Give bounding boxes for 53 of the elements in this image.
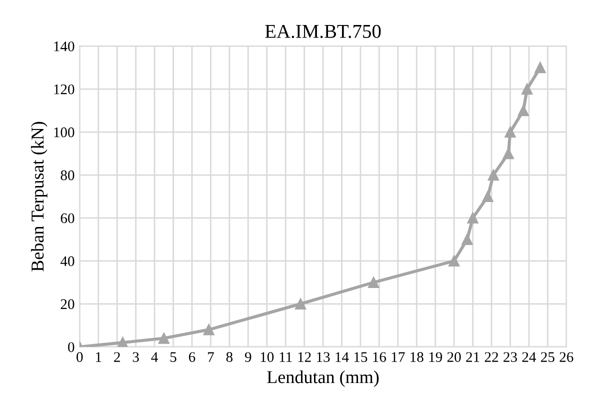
point xyxy=(504,126,516,138)
x-tick-label: 6 xyxy=(188,352,196,362)
x-tick-label: 12 xyxy=(298,352,311,362)
point xyxy=(462,234,473,246)
x-tick-label: 21 xyxy=(466,352,480,362)
point xyxy=(482,190,494,202)
x-tick-label: 19 xyxy=(429,352,442,362)
x-tick-label: 22 xyxy=(484,352,498,362)
x-tick-label: 8 xyxy=(226,352,233,362)
x-tick-label: 17 xyxy=(392,352,405,362)
point xyxy=(158,332,170,344)
x-tick-label: 20 xyxy=(447,352,461,362)
x-tick-label: 10 xyxy=(260,352,274,362)
x-tick-label: 15 xyxy=(354,352,368,362)
point xyxy=(534,62,546,74)
x-tick-label: 1 xyxy=(96,352,102,362)
x-tick-label: 16 xyxy=(373,352,386,362)
chart-title: EA.IM.BT.750 xyxy=(265,24,381,38)
point xyxy=(448,255,460,266)
x-tick-label: 25 xyxy=(541,352,554,362)
y-tick-label: 60 xyxy=(60,213,74,224)
x-tick-label: 13 xyxy=(317,352,330,362)
x-tick-label: 4 xyxy=(151,352,158,362)
x-tick-label: 2 xyxy=(114,352,120,362)
x-tick-label: 23 xyxy=(504,352,517,362)
y-tick-label: 120 xyxy=(54,84,74,94)
y-tick-label: 0 xyxy=(68,342,74,352)
y-axis-title: Beban Terpusat (kN) xyxy=(30,122,48,272)
x-tick-label: 24 xyxy=(522,352,536,362)
x-tick-label: 11 xyxy=(280,352,292,362)
x-tick-label: 26 xyxy=(560,352,574,362)
x-tick-label: 0 xyxy=(76,352,83,362)
point xyxy=(295,298,306,310)
y-tick-label: 140 xyxy=(54,41,74,52)
point xyxy=(488,169,499,181)
x-tick-label: 3 xyxy=(132,352,139,362)
x-axis-title: Lendutan (mm) xyxy=(267,370,379,387)
point xyxy=(522,84,533,95)
x-tick-label: 7 xyxy=(208,352,214,362)
y-tick-label: 40 xyxy=(60,256,74,266)
y-tick-label: 20 xyxy=(60,299,74,310)
y-tick-label: 100 xyxy=(54,127,74,138)
y-tick-label: 80 xyxy=(60,170,74,180)
point xyxy=(368,276,380,288)
point xyxy=(203,324,214,336)
x-tick-label: 18 xyxy=(410,352,424,362)
point xyxy=(467,212,478,224)
x-tick-label: 14 xyxy=(336,352,349,362)
x-tick-label: 9 xyxy=(244,352,252,362)
point xyxy=(518,105,529,116)
point xyxy=(117,337,128,347)
x-tick-label: 5 xyxy=(170,352,176,362)
point xyxy=(502,148,514,160)
